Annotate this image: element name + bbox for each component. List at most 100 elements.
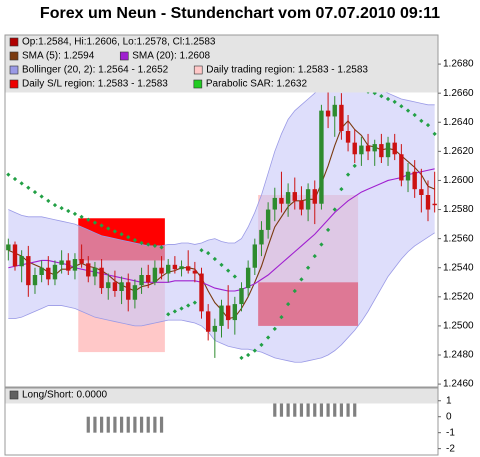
sar-dot bbox=[319, 242, 324, 247]
bar bbox=[346, 400, 350, 417]
candle-body bbox=[52, 264, 58, 280]
indicator-line bbox=[8, 168, 435, 292]
y-tick-label: 1.2640 bbox=[443, 117, 474, 128]
sar-dot bbox=[312, 253, 317, 259]
candle-body bbox=[245, 267, 251, 289]
legend-swatch bbox=[9, 65, 19, 75]
sar-dot bbox=[259, 342, 264, 347]
candle-body bbox=[272, 197, 277, 210]
candle-body bbox=[139, 275, 144, 286]
candle-body bbox=[285, 192, 291, 204]
bar bbox=[293, 400, 297, 417]
bar bbox=[353, 400, 357, 417]
sar-dot bbox=[332, 207, 337, 212]
price-plot bbox=[6, 75, 437, 363]
y-tick-label: 1.2540 bbox=[443, 262, 474, 273]
bar bbox=[126, 416, 130, 433]
candle-body bbox=[259, 229, 264, 245]
sar-dot bbox=[59, 205, 64, 211]
legend-label: Parabolic SAR: 1.2632 bbox=[206, 79, 308, 90]
sar-dot bbox=[292, 288, 297, 294]
candle-body bbox=[6, 244, 11, 251]
legend-background bbox=[5, 35, 438, 93]
legend-swatch bbox=[193, 79, 203, 89]
bollinger-lower bbox=[8, 232, 435, 363]
sar-dot bbox=[152, 243, 158, 249]
bar bbox=[86, 416, 90, 433]
sar-dot bbox=[352, 163, 357, 169]
legend-label: SMA (20): 1.2608 bbox=[132, 51, 210, 62]
bar bbox=[153, 416, 157, 433]
legend-swatch bbox=[9, 37, 19, 47]
bar bbox=[113, 416, 117, 433]
candle-body bbox=[46, 267, 51, 280]
bar bbox=[299, 400, 304, 417]
bar bbox=[313, 400, 317, 417]
sar-dot bbox=[166, 312, 171, 317]
legend-label: Op:1.2584, Hi:1.2606, Lo:1.2578, Cl:1.25… bbox=[22, 37, 216, 48]
legend-swatch bbox=[119, 51, 129, 61]
bar bbox=[146, 416, 150, 433]
candle-body bbox=[359, 145, 364, 155]
candle-body bbox=[252, 244, 258, 268]
candle-body bbox=[92, 267, 98, 277]
candle-body bbox=[332, 104, 337, 117]
legend-label: Bollinger (20, 2): 1.2564 - 1.2652 bbox=[22, 65, 169, 76]
sar-dot bbox=[26, 185, 31, 190]
sar-dot bbox=[99, 223, 104, 228]
candle-body bbox=[339, 104, 344, 131]
candle-body bbox=[372, 144, 377, 152]
sar-dot bbox=[432, 131, 437, 137]
candle-body bbox=[352, 142, 357, 155]
legend-label: Long/Short: 0.0000 bbox=[22, 390, 108, 401]
candle-body bbox=[239, 288, 244, 305]
bar bbox=[339, 400, 344, 417]
bar bbox=[279, 400, 284, 417]
sar-dot bbox=[72, 211, 78, 217]
candle-body bbox=[166, 264, 171, 274]
candle-body bbox=[412, 171, 417, 190]
candle-body bbox=[219, 305, 224, 326]
y-tick-label: 1.2500 bbox=[443, 321, 474, 332]
candle-body bbox=[305, 189, 311, 210]
bar bbox=[306, 400, 310, 417]
candle-body bbox=[312, 189, 317, 204]
bar bbox=[119, 416, 124, 433]
candle-body bbox=[199, 273, 204, 312]
sar-dot bbox=[106, 226, 111, 231]
candle-body bbox=[99, 267, 104, 289]
sar-dot bbox=[52, 203, 58, 208]
sar-dot bbox=[32, 189, 38, 195]
sar-dot bbox=[6, 172, 11, 177]
sar-dot bbox=[285, 301, 291, 307]
legend: Op:1.2584, Hi:1.2606, Lo:1.2578, Cl:1.25… bbox=[5, 35, 438, 93]
signal-plot bbox=[86, 400, 357, 433]
legend-swatch bbox=[9, 51, 19, 61]
candle-body bbox=[405, 171, 411, 181]
y-tick-label: 1.2680 bbox=[443, 59, 474, 70]
bar bbox=[133, 416, 137, 433]
bar bbox=[333, 400, 337, 417]
legend-label: SMA (5): 1.2594 bbox=[22, 51, 95, 62]
candle-body bbox=[119, 282, 124, 291]
candle-body bbox=[299, 200, 304, 210]
candle-body bbox=[146, 275, 151, 283]
candle-body bbox=[32, 275, 38, 286]
sar-dot bbox=[126, 235, 131, 240]
candle-body bbox=[225, 305, 231, 321]
sar-dot bbox=[46, 198, 51, 203]
candle-body bbox=[79, 259, 84, 264]
sar-dot bbox=[192, 300, 197, 305]
candle-body bbox=[19, 256, 24, 267]
sar-dot bbox=[272, 326, 277, 331]
sar-dot bbox=[79, 214, 84, 219]
bar bbox=[139, 416, 144, 433]
candle-body bbox=[345, 131, 351, 143]
candle-body bbox=[385, 142, 391, 158]
sar-dot bbox=[139, 240, 144, 246]
candle-body bbox=[279, 197, 284, 204]
candle-body bbox=[39, 267, 44, 275]
legend-background bbox=[5, 388, 438, 404]
candle-body bbox=[59, 260, 64, 265]
